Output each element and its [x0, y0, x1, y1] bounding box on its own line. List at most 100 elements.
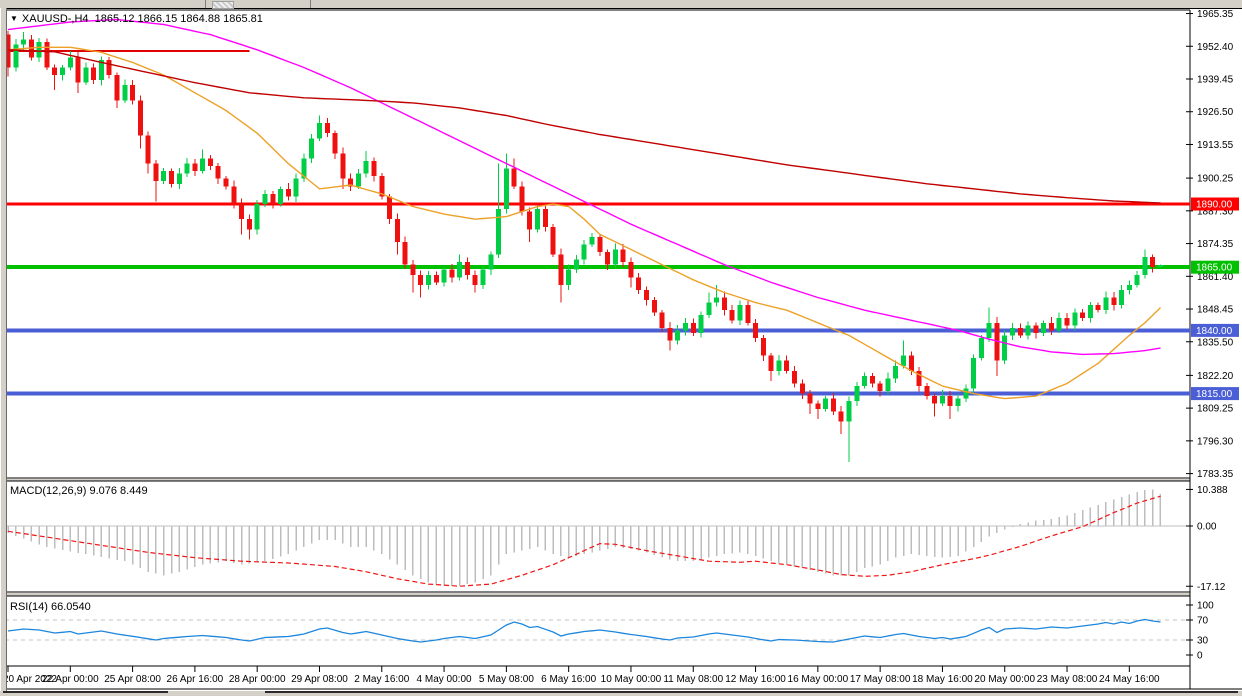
candle-body[interactable]: [1103, 297, 1109, 311]
candle-body[interactable]: [316, 123, 322, 139]
candle-body[interactable]: [83, 67, 89, 83]
candle-body[interactable]: [807, 393, 813, 404]
price-levels[interactable]: [5, 50, 1190, 396]
candle-body[interactable]: [137, 100, 143, 136]
candle-body[interactable]: [791, 370, 797, 384]
candle-body[interactable]: [846, 401, 852, 422]
candle-body[interactable]: [721, 297, 727, 311]
candle-body[interactable]: [480, 269, 486, 285]
candle-body[interactable]: [1119, 289, 1125, 306]
candle-body[interactable]: [488, 254, 494, 270]
macd-pane[interactable]: 10.388 0.00 -17.12: [5, 485, 1228, 593]
candle-body[interactable]: [597, 236, 603, 253]
candle-body[interactable]: [573, 259, 579, 270]
candle-body[interactable]: [823, 398, 829, 409]
candle-body[interactable]: [612, 249, 618, 265]
candle-body[interactable]: [947, 396, 953, 407]
candle-body[interactable]: [44, 42, 50, 68]
candle-body[interactable]: [114, 75, 120, 101]
candle-body[interactable]: [1142, 257, 1148, 275]
candle-body[interactable]: [348, 178, 354, 187]
candle-body[interactable]: [768, 355, 774, 371]
candle-body[interactable]: [387, 196, 393, 220]
candle-body[interactable]: [1087, 305, 1093, 318]
candle-body[interactable]: [410, 264, 416, 275]
candle-body[interactable]: [122, 85, 128, 101]
candle-body[interactable]: [636, 277, 642, 290]
candle-body[interactable]: [1064, 317, 1070, 326]
candle-body[interactable]: [106, 59, 112, 76]
candle-body[interactable]: [908, 355, 914, 371]
candle-body[interactable]: [433, 274, 439, 283]
candle-body[interactable]: [971, 358, 977, 389]
candle-body[interactable]: [192, 163, 198, 172]
candle-body[interactable]: [496, 209, 502, 255]
candle-body[interactable]: [729, 310, 735, 321]
candle-body[interactable]: [963, 388, 969, 399]
candle-body[interactable]: [184, 163, 190, 174]
candle-body[interactable]: [978, 337, 984, 359]
candle-body[interactable]: [1025, 325, 1031, 336]
candle-body[interactable]: [784, 360, 790, 371]
candle-body[interactable]: [75, 57, 81, 83]
candle-body[interactable]: [309, 138, 315, 159]
candle-body[interactable]: [464, 262, 470, 275]
candle-body[interactable]: [776, 360, 782, 371]
candle-body[interactable]: [254, 204, 260, 230]
candle-body[interactable]: [830, 398, 836, 412]
candle-body[interactable]: [535, 209, 541, 230]
candle-body[interactable]: [21, 39, 27, 45]
candle-body[interactable]: [924, 386, 930, 397]
candle-body[interactable]: [402, 241, 408, 265]
candle-body[interactable]: [60, 67, 66, 76]
candle-body[interactable]: [223, 178, 229, 187]
candle-body[interactable]: [418, 274, 424, 285]
candle-body[interactable]: [628, 262, 634, 278]
candle-body[interactable]: [145, 135, 151, 164]
candle-body[interactable]: [363, 161, 369, 174]
candle-body[interactable]: [799, 383, 805, 394]
candle-body[interactable]: [511, 168, 517, 187]
candle-body[interactable]: [675, 330, 681, 341]
candle-body[interactable]: [581, 244, 587, 260]
candle-body[interactable]: [340, 153, 346, 179]
candle-body[interactable]: [1002, 335, 1008, 361]
candle-body[interactable]: [659, 312, 665, 328]
candle-body[interactable]: [1157, 265, 1163, 267]
candle-body[interactable]: [1095, 305, 1101, 311]
candle-body[interactable]: [1041, 322, 1047, 333]
candle-body[interactable]: [690, 322, 696, 333]
candle-body[interactable]: [745, 305, 751, 323]
chevron-down-icon[interactable]: ▼: [10, 14, 18, 23]
candle-body[interactable]: [472, 274, 478, 285]
candle-body[interactable]: [176, 173, 182, 184]
candle-body[interactable]: [278, 188, 284, 204]
candle-body[interactable]: [885, 378, 891, 392]
candle-body[interactable]: [293, 178, 299, 197]
candle-body[interactable]: [1080, 312, 1086, 318]
candle-body[interactable]: [169, 171, 175, 184]
candle-body[interactable]: [355, 173, 361, 187]
candle-body[interactable]: [324, 123, 330, 134]
candle-body[interactable]: [207, 158, 213, 167]
candle-body[interactable]: [379, 176, 385, 197]
candle-body[interactable]: [270, 193, 276, 204]
candle-body[interactable]: [1048, 322, 1054, 331]
candle-body[interactable]: [916, 370, 922, 387]
candle-body[interactable]: [620, 249, 626, 263]
candle-body[interactable]: [1126, 284, 1132, 290]
candle-body[interactable]: [91, 67, 97, 81]
candle-body[interactable]: [239, 204, 245, 220]
candle-body[interactable]: [215, 166, 221, 179]
candle-body[interactable]: [542, 209, 548, 227]
candle-body[interactable]: [838, 411, 844, 422]
candle-body[interactable]: [698, 315, 704, 333]
candle-body[interactable]: [519, 186, 525, 212]
candle-body[interactable]: [153, 163, 159, 182]
candle-body[interactable]: [503, 168, 509, 210]
rsi-pane[interactable]: 100 70 30 0: [5, 601, 1214, 662]
candle-body[interactable]: [1111, 297, 1117, 306]
candle-body[interactable]: [651, 300, 657, 313]
candle-body[interactable]: [52, 67, 58, 76]
